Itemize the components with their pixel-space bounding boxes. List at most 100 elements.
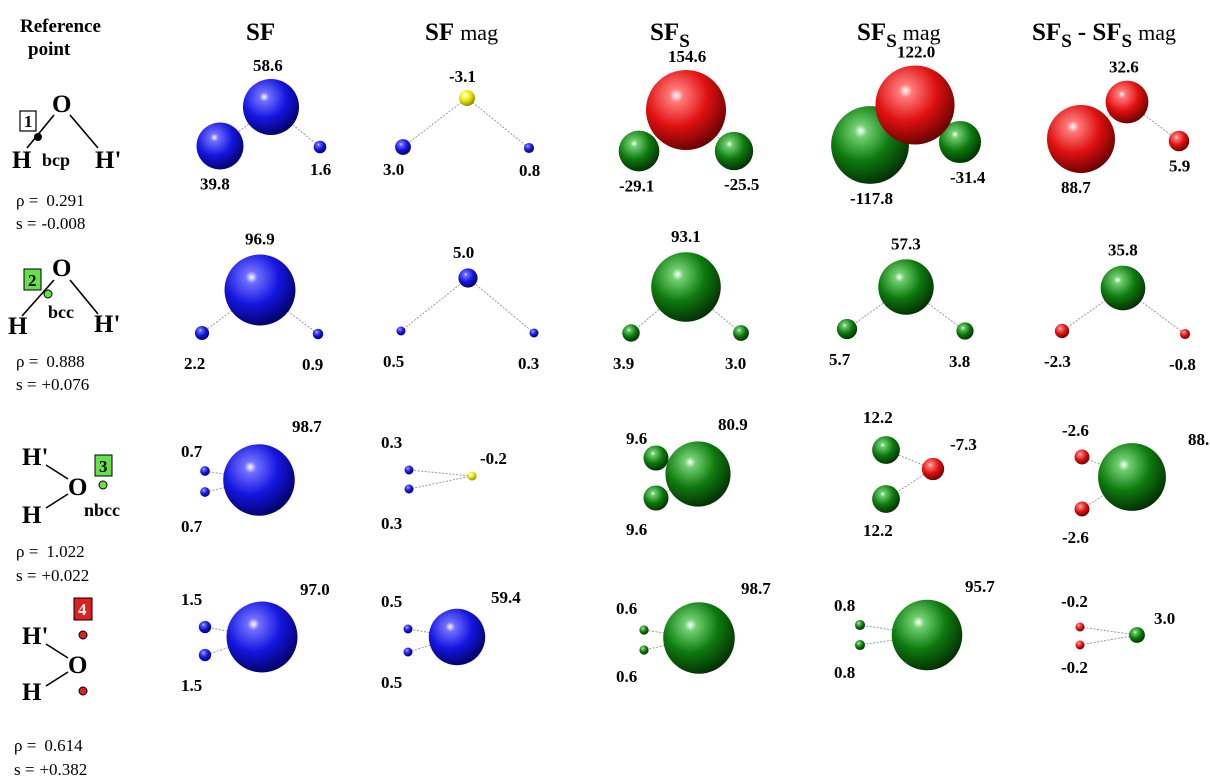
h-atom-sphere	[396, 326, 406, 336]
o-value-label: 122.0	[897, 42, 935, 61]
o-value-label: 80.9	[718, 415, 748, 434]
o-value-label: 5.0	[453, 243, 474, 262]
molecule-r4-c2: 59.4 0.5 0.5	[381, 588, 521, 692]
molecule-r3-c1: 98.7 0.7 0.7	[181, 417, 322, 536]
ref2-point-label: bcc	[48, 302, 74, 322]
o-value-label: 95.7	[965, 577, 995, 596]
hprime-value-label: 0.6	[616, 599, 637, 618]
hprime-atom-sphere	[956, 322, 974, 340]
h-value-label: 2.2	[184, 354, 205, 373]
o-value-label: -3.1	[449, 67, 476, 86]
bond-o-h	[400, 277, 469, 332]
hprime-value-label: 0.3	[518, 354, 539, 373]
o-value-label: -7.3	[950, 435, 977, 454]
o-atom-sphere	[458, 268, 478, 288]
lone-pair-dot-bottom	[78, 686, 88, 696]
o-value-label: 97.0	[300, 580, 330, 599]
o-value-label: 59.4	[491, 588, 521, 607]
index-box-4	[73, 597, 93, 621]
o-atom-sphere	[223, 444, 295, 516]
h-value-label: 39.8	[200, 174, 230, 193]
ref3-o-atom: O	[68, 474, 87, 501]
hprime-atom-sphere	[523, 142, 535, 154]
hprime-atom-sphere	[1168, 130, 1190, 152]
reference-point-title-line2: point	[28, 39, 71, 60]
o-value-label: 88.2	[1188, 430, 1210, 449]
hprime-atom-sphere	[200, 466, 210, 476]
ref3-bond-top	[45, 464, 69, 480]
ref4-rho: ρ = 0.614	[14, 736, 83, 755]
hprime-value-label: 0.8	[834, 596, 855, 615]
o-atom-sphere	[467, 471, 477, 481]
o-atom-sphere	[878, 259, 934, 315]
ref1-hp-atom: H'	[95, 147, 121, 174]
ref2-h-atom: H	[8, 313, 28, 340]
molecule-r2-c1: 96.9 2.2 0.9	[184, 230, 323, 374]
hprime-value-label: 1.5	[181, 590, 202, 609]
h-atom-sphere	[1054, 323, 1070, 339]
ref3-h-atom: H	[22, 502, 42, 529]
hprime-atom-sphere	[872, 436, 900, 464]
hprime-value-label: -2.6	[1062, 421, 1089, 440]
ref4-bond-bottom	[45, 671, 69, 687]
hprime-atom-sphere	[938, 120, 982, 164]
hprime-atom-sphere	[312, 328, 324, 340]
lone-pair-dot-top	[78, 630, 88, 640]
hprime-value-label: 1.6	[310, 160, 331, 179]
ref3-hp-atom: H'	[22, 444, 48, 471]
h-value-label: 0.7	[181, 517, 203, 536]
header: Reference point SF SF mag SFS SFS mag SFS -…	[20, 16, 1176, 60]
o-atom-sphere	[875, 65, 955, 145]
h-atom-sphere	[395, 139, 411, 155]
molecule-r3-c2: -0.2 0.3 0.3	[381, 433, 507, 533]
h-atom-sphere	[403, 647, 413, 657]
molecule-r1-c1: 58.6 39.8 1.6	[196, 56, 331, 193]
column-header-sf: SF	[246, 19, 275, 46]
o-atom-sphere	[224, 254, 296, 326]
molecule-r3-c3: 80.9 9.6 9.6	[626, 415, 748, 539]
hprime-atom-sphere	[1075, 622, 1085, 632]
o-atom-sphere	[1129, 627, 1145, 643]
bond-o-hp	[1122, 287, 1186, 335]
molecule-r2-c2: 5.0 0.5 0.3	[383, 243, 539, 373]
ref1-o-atom: O	[52, 91, 71, 118]
bond-o-h	[204, 479, 260, 493]
o-atom-sphere	[1098, 443, 1166, 511]
o-value-label: 98.7	[292, 417, 322, 436]
hprime-atom-sphere	[529, 328, 539, 338]
hprime-value-label: 0.5	[381, 592, 402, 611]
hprime-value-label: -0.8	[1169, 355, 1196, 374]
o-atom-sphere	[459, 90, 475, 106]
o-value-label: 93.1	[671, 227, 701, 246]
h-atom-sphere	[643, 485, 669, 511]
hprime-value-label: 3.0	[725, 354, 746, 373]
ref1-s: s = -0.008	[16, 214, 85, 233]
hprime-atom-sphere	[403, 624, 413, 634]
hprime-value-label: 12.2	[863, 408, 893, 427]
ref1-h-atom: H	[12, 147, 32, 174]
molecule-r4-c1: 97.0 1.5 1.5	[181, 580, 330, 695]
ref4-bond-top	[45, 643, 69, 659]
o-atom-sphere	[428, 608, 486, 666]
h-atom-sphere	[196, 122, 244, 170]
ref4-o-atom: O	[68, 652, 87, 679]
hprime-atom-sphere	[714, 131, 754, 171]
bond-o-hp	[467, 277, 535, 334]
hprime-value-label: 9.6	[626, 429, 647, 448]
hprime-value-label: 0.3	[381, 433, 402, 452]
molecule-r3-c4: -7.3 12.2 12.2	[863, 408, 977, 540]
reference-point-1: 1 O H bcp H' ρ = 0.291 s = -0.008	[12, 91, 121, 233]
ref3-rho: ρ = 1.022	[16, 542, 85, 561]
h-atom-sphere	[404, 484, 414, 494]
ref3-point-label: nbcc	[84, 500, 120, 520]
index-label-4: 4	[78, 600, 87, 619]
ref2-bond-left	[21, 279, 55, 317]
molecule-r1-c5: 32.6 88.7 5.9	[1046, 58, 1190, 197]
o-value-label: 3.0	[1154, 609, 1175, 628]
index-label-2: 2	[28, 271, 37, 290]
molecule-grid: 58.6 39.8 1.6 -3.1 3.0 0.8 154.6 -29.1 -25.5 122.…	[181, 42, 1210, 695]
hprime-atom-sphere	[854, 619, 866, 631]
column-header-sfs-mag: SFS mag	[857, 19, 941, 52]
hprime-value-label: -31.4	[950, 168, 986, 187]
h-value-label: 3.9	[613, 354, 634, 373]
